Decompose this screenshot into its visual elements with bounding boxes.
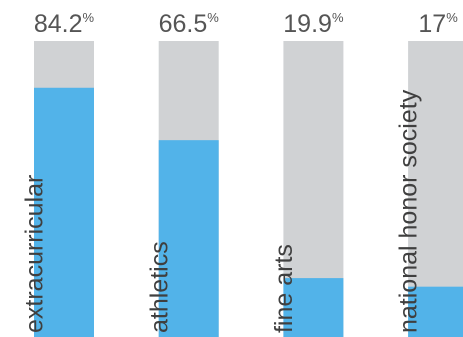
value-label: 66.5% [159, 10, 220, 38]
category-label: fine arts [270, 244, 298, 333]
value-label: 17% [418, 10, 458, 38]
bar [283, 278, 344, 337]
bar [34, 87, 94, 337]
bar [408, 286, 463, 337]
value-label: 19.9% [283, 10, 344, 38]
bar [158, 140, 219, 337]
value-label-number: 19.9 [283, 10, 332, 38]
category-label: national honor society [395, 89, 423, 333]
value-label-unit: % [207, 10, 219, 25]
value-label-number: 66.5 [159, 10, 208, 38]
value-label-unit: % [83, 10, 95, 25]
category-label: athletics [145, 241, 173, 333]
value-label-unit: % [446, 10, 458, 25]
category-label: extracurricular [21, 175, 49, 333]
value-label-number: 17 [418, 10, 446, 38]
value-label: 84.2% [34, 10, 95, 38]
value-label-unit: % [332, 10, 344, 25]
value-label-number: 84.2 [34, 10, 83, 38]
